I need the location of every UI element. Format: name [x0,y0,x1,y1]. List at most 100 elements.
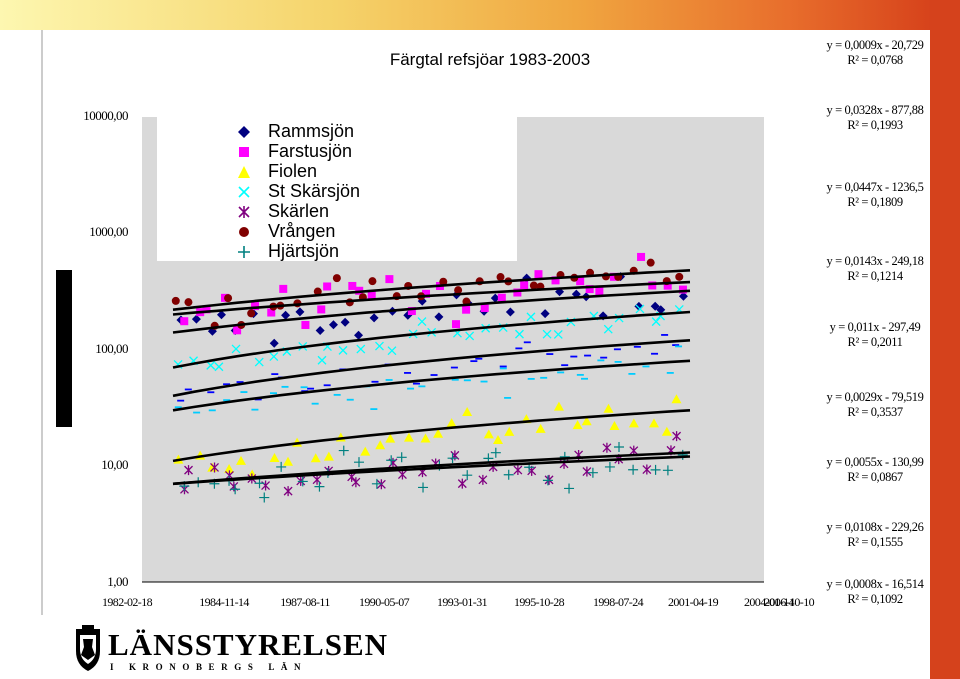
data-point [542,329,552,339]
x-tick-label: 1987-08-11 [280,595,330,609]
trendline-equation: y = 0,0328x - 877,88 R² = 0,1993 [826,103,924,132]
data-point [496,273,505,282]
data-point [462,407,473,417]
data-point [603,403,614,413]
data-point [313,287,322,296]
data-point [332,274,341,283]
x-tick-label: 2006-10-10 [764,595,815,609]
trendline-equation: y = 0,0009x - 20,729 R² = 0,0768 [826,38,924,67]
data-point [648,281,657,290]
data-point [368,277,377,286]
data-point [323,451,334,461]
diamond-marker-icon [238,126,250,138]
data-point [675,272,684,281]
data-point [180,317,189,326]
data-point [610,272,619,281]
coat-of-arms-icon [76,625,100,671]
data-point [439,277,448,286]
data-point [297,476,308,487]
data-point [353,457,364,468]
data-point [602,442,612,453]
data-point [202,305,211,314]
data-point [283,486,293,497]
data-point [385,433,396,443]
data-point [314,481,325,492]
data-point [367,290,376,299]
data-point [247,309,256,318]
trend-line [172,289,691,334]
data-point [520,281,529,290]
data-point [276,461,287,472]
data-point [301,320,310,329]
data-point [493,434,504,444]
data-point [662,465,673,476]
data-point [396,452,407,463]
data-point [375,341,384,351]
data-point [385,275,394,284]
data-point [348,281,357,290]
data-point [656,305,666,315]
data-point [407,307,416,316]
x-marker-icon [238,186,250,198]
data-point [254,478,265,489]
data-point [603,324,613,334]
data-point [551,276,560,285]
y-tick-label: 1,00 [107,574,128,589]
legend-item-farstusjon: Farstusjön [157,141,517,162]
data-point [315,326,325,336]
data-point [231,344,241,354]
data-point [581,416,592,426]
data-point [283,456,294,466]
data-point [515,329,524,339]
data-point [504,426,515,436]
data-point [529,281,538,290]
data-point [526,312,536,322]
data-point [650,464,661,475]
data-point [497,293,506,302]
data-point [351,477,361,488]
data-point [677,449,688,460]
plus-marker-icon [238,246,250,258]
legend-item-fiolen: Fiolen [157,161,517,182]
legend-label: Fiolen [268,161,318,181]
data-point [279,284,288,293]
data-point [171,296,180,305]
trendline-equation: y = 0,011x - 297,49 R² = 0,2011 [829,320,921,349]
data-point [254,357,264,367]
data-point [386,455,397,466]
trend-line [172,269,691,311]
data-point [403,432,414,442]
data-point [457,478,467,489]
data-point [490,293,500,303]
data-point [433,428,444,438]
trendline-equation: y = 0,0108x - 229,26 R² = 0,1555 [826,520,924,549]
data-point [233,326,242,335]
organization-name: LÄNSSTYRELSEN [108,627,389,662]
data-point [356,344,366,354]
legend-item-hjartsjon: Hjärtsjön [157,241,517,261]
x-tick-label: 2001-04-19 [668,595,719,609]
data-point [650,301,660,311]
data-point [375,440,386,450]
data-point [452,320,461,329]
data-point [230,484,241,495]
data-point [553,401,564,411]
data-point [216,310,226,320]
data-point [338,445,349,456]
y-tick-label: 10,00 [101,457,128,472]
trend-line [172,409,691,463]
data-point [184,298,193,307]
legend-item-st-skarsjon: St Skärsjön [157,181,517,202]
data-point [540,309,550,319]
data-point [553,329,563,339]
legend-item-rammsjon: Rammsjön [157,121,517,142]
data-point [490,447,501,458]
data-point [369,313,379,323]
data-point [417,317,427,326]
legend-label: Farstusjön [268,141,353,161]
data-point [604,461,615,472]
data-point [259,492,270,503]
legend-label: Skärlen [268,201,330,221]
data-point [671,394,682,404]
data-point [323,282,332,291]
